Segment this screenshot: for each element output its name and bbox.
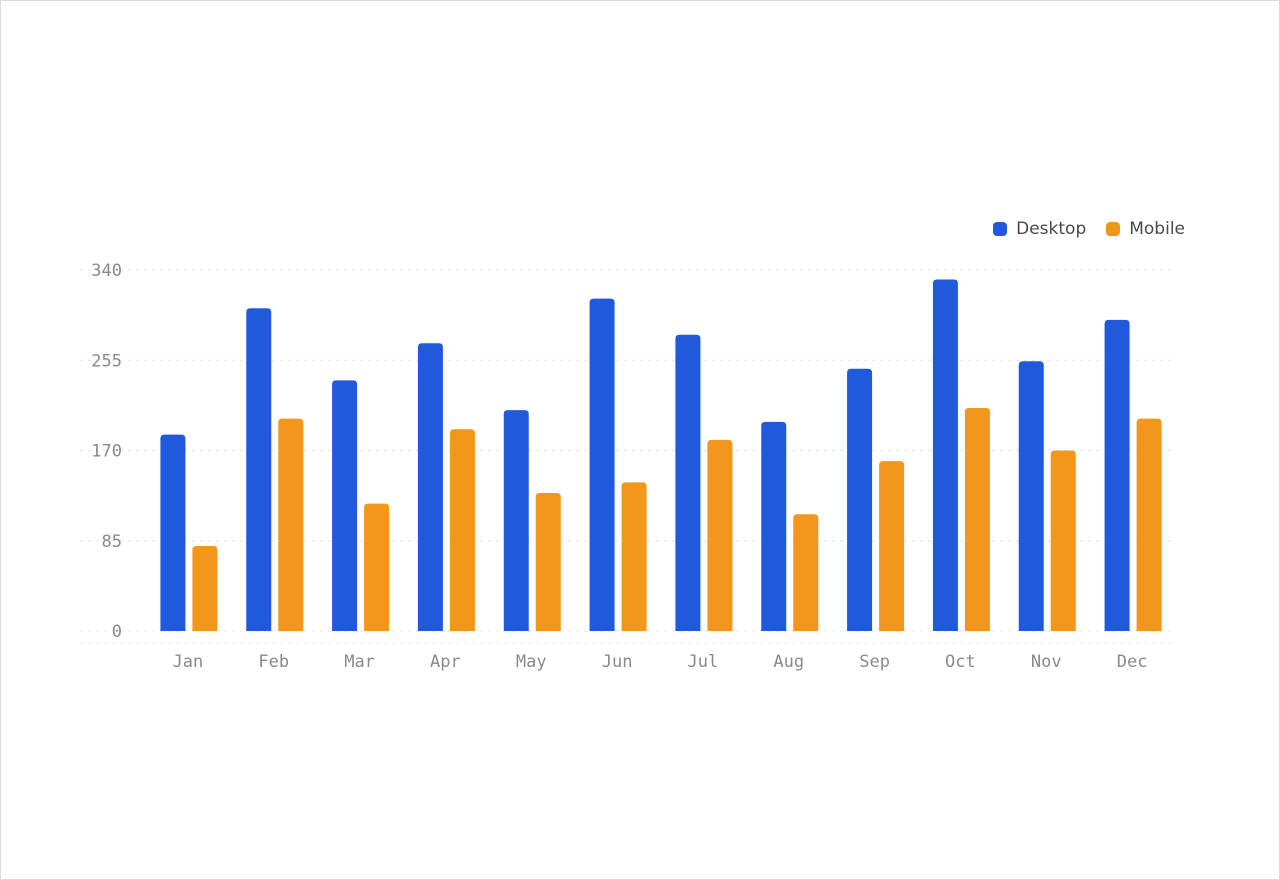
x-tick-label: Mar [344,652,375,672]
legend-swatch-desktop [993,222,1008,236]
x-tick-label: Apr [430,652,461,672]
bar-desktop-jan[interactable] [160,434,186,631]
bars [160,279,1162,632]
x-axis-ticks: Jan Feb Mar Apr May Jun Jul Aug Sep Oct Nov Dec [173,652,1148,672]
x-tick-label: Jan [173,652,204,672]
bar-desktop-dec[interactable] [1104,319,1130,631]
legend-swatch-mobile [1106,222,1121,236]
grid-lines [80,269,1175,644]
bar-mobile-feb[interactable] [278,418,304,631]
x-tick-label: Nov [1031,652,1062,672]
bar-desktop-jun[interactable] [589,298,615,631]
x-tick-label: Jul [688,652,719,672]
bar-mobile-sep[interactable] [879,461,905,631]
bar-desktop-mar[interactable] [332,380,358,631]
bar-mobile-oct[interactable] [964,408,990,631]
bar-desktop-feb[interactable] [246,308,272,631]
y-tick-label: 170 [91,442,122,462]
bar-mobile-mar[interactable] [364,503,390,631]
y-tick-label: 0 [112,622,122,642]
bar-mobile-aug[interactable] [793,514,819,631]
bar-mobile-may[interactable] [535,492,561,631]
bar-desktop-apr[interactable] [417,343,443,631]
y-axis-ticks: 0 85 170 255 340 [91,261,122,642]
bar-mobile-jun[interactable] [621,482,647,631]
y-tick-label: 85 [102,532,122,552]
x-tick-label: Aug [773,652,804,672]
bar-desktop-aug[interactable] [761,421,787,631]
x-tick-label: Sep [859,652,890,672]
x-tick-label: May [516,652,547,672]
legend-item-mobile[interactable]: Mobile [1106,219,1185,239]
y-tick-label: 340 [91,261,122,281]
y-tick-label: 255 [91,351,122,371]
x-tick-label: Oct [945,652,976,672]
bar-mobile-jul[interactable] [707,439,733,631]
bar-desktop-may[interactable] [503,410,529,631]
x-tick-label: Dec [1117,652,1148,672]
x-tick-label: Feb [258,652,289,672]
legend-label-mobile: Mobile [1129,219,1185,239]
x-tick-label: Jun [602,652,633,672]
bar-desktop-jul[interactable] [675,334,701,631]
bar-desktop-sep[interactable] [847,368,873,631]
chart-legend: Desktop Mobile [993,219,1185,239]
legend-item-desktop[interactable]: Desktop [993,219,1086,239]
bar-mobile-dec[interactable] [1136,418,1162,631]
bar-desktop-nov[interactable] [1018,361,1044,631]
legend-label-desktop: Desktop [1016,219,1087,239]
bar-mobile-nov[interactable] [1050,450,1076,632]
bar-desktop-oct[interactable] [932,279,958,631]
bar-mobile-apr[interactable] [449,429,475,631]
bar-mobile-jan[interactable] [192,546,218,631]
